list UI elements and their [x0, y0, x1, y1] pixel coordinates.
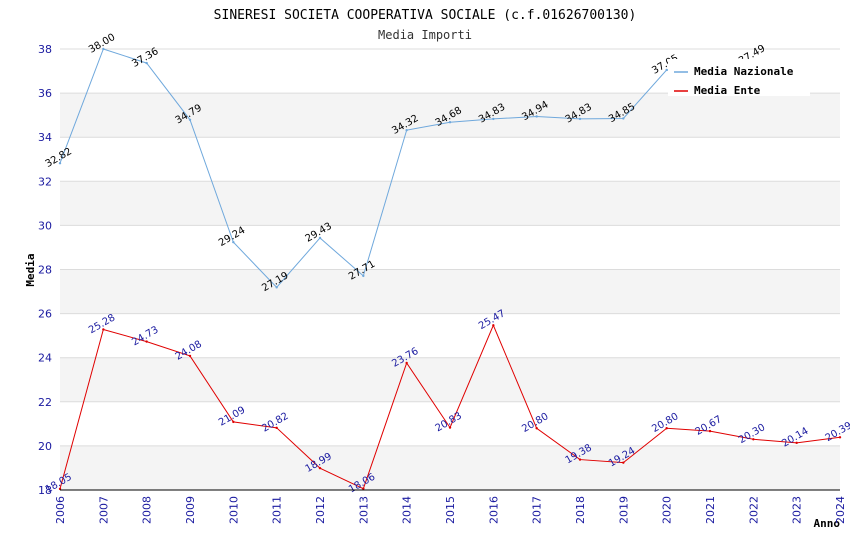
data-point: [622, 117, 625, 120]
x-tick-label: 2021: [704, 496, 717, 524]
legend-box: [668, 59, 810, 96]
data-point: [665, 427, 668, 430]
series-lines: [58, 47, 842, 491]
data-point: [275, 286, 278, 289]
data-point: [188, 118, 192, 121]
data-point: [535, 427, 538, 430]
data-point: [492, 117, 495, 121]
y-tick-label: 26: [38, 308, 52, 321]
data-point: [448, 121, 452, 124]
legend: Media Nazionale Media Ente: [668, 59, 810, 97]
y-tick-label: 32: [38, 175, 52, 188]
grid-band: [60, 313, 840, 358]
grid-band: [60, 401, 840, 446]
x-tick-label: 2023: [791, 496, 804, 524]
x-tick-label: 2012: [314, 496, 327, 524]
data-point: [578, 458, 582, 461]
data-point: [405, 361, 408, 365]
data-point: [318, 236, 322, 240]
y-tick-label: 20: [38, 440, 52, 453]
data-point: [58, 487, 62, 491]
data-point: [492, 324, 495, 327]
data-point: [535, 115, 538, 118]
data-point: [752, 438, 755, 441]
x-tick-label: 2011: [271, 496, 284, 524]
x-tick-label: 2007: [97, 496, 110, 524]
data-point: [102, 328, 105, 331]
chart-subtitle: Media Importi: [378, 28, 472, 42]
data-point: [232, 240, 235, 244]
grid-band: [60, 225, 840, 270]
y-tick-label: 34: [38, 131, 52, 144]
x-tick-label: 2017: [531, 496, 544, 524]
grid-band: [60, 137, 840, 182]
x-tick-label: 2015: [444, 496, 457, 524]
x-tick-label: 2009: [184, 496, 197, 524]
grid-bands: [60, 49, 840, 490]
legend-label-ente: Media Ente: [694, 84, 761, 97]
legend-label-nazionale: Media Nazionale: [694, 65, 794, 78]
x-tick-label: 2008: [141, 496, 154, 524]
data-point: [838, 436, 842, 439]
data-point: [362, 487, 365, 490]
grid-band: [60, 181, 840, 226]
x-tick-label: 2019: [617, 496, 630, 524]
x-tick-label: 2006: [54, 496, 67, 524]
x-tick-labels: 2006 2007 2008 2009 2010 2011 2012 2013 2014 2015…: [54, 496, 847, 524]
x-tick-label: 2014: [401, 496, 414, 524]
data-point: [578, 117, 582, 121]
y-tick-label: 36: [38, 87, 52, 100]
grid-band: [60, 445, 840, 490]
data-point: [405, 128, 408, 132]
data-point: [795, 441, 798, 445]
y-tick-labels: 18 20 22 24 26 28 30 32 34 36 38: [38, 43, 52, 497]
data-point: [145, 340, 148, 343]
grid-band: [60, 93, 840, 138]
y-tick-label: 24: [38, 352, 52, 365]
x-tick-label: 2020: [661, 496, 674, 524]
x-tick-label: 2016: [487, 496, 500, 524]
data-point: [448, 426, 452, 429]
chart-title: SINERESI SOCIETA COOPERATIVA SOCIALE (c.…: [214, 8, 637, 23]
x-tick-label: 2022: [747, 496, 760, 524]
x-tick-label: 2018: [574, 496, 587, 524]
y-axis-label: Media: [24, 253, 37, 286]
data-point: [622, 461, 625, 464]
y-tick-label: 18: [38, 484, 52, 497]
x-axis-label: Anno: [814, 517, 841, 530]
data-label: 18.05: [44, 472, 74, 496]
x-tick-label: 2013: [357, 496, 370, 524]
grid-band: [60, 357, 840, 402]
y-tick-label: 28: [38, 264, 52, 277]
y-tick-label: 22: [38, 396, 52, 409]
data-point: [102, 47, 105, 51]
data-point: [275, 426, 278, 430]
data-point: [665, 68, 668, 72]
data-point: [362, 274, 365, 278]
grid-band: [60, 269, 840, 314]
data-point: [145, 61, 148, 65]
data-point: [232, 420, 235, 424]
data-point: [188, 354, 192, 358]
data-point: [318, 466, 322, 470]
x-tick-label: 2010: [227, 496, 240, 524]
y-tick-label: 38: [38, 43, 52, 56]
data-point: [58, 162, 62, 165]
data-point: [708, 429, 712, 433]
x-tick-label: 2024: [834, 496, 847, 524]
y-tick-label: 30: [38, 219, 52, 232]
